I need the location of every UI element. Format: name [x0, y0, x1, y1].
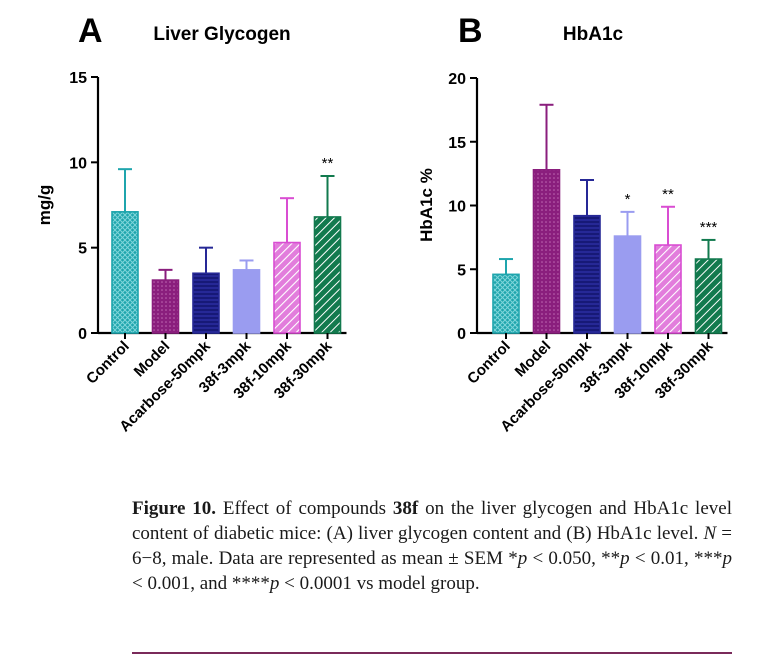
y-tick-label: 15 — [69, 70, 87, 87]
bar-control — [492, 273, 520, 334]
bar-acarbose-50mpk — [573, 214, 601, 334]
caption-p2: p — [620, 548, 630, 569]
y-tick-label: 20 — [448, 71, 466, 88]
caption-compound: 38f — [392, 498, 419, 519]
bar-38f-30mpk — [694, 258, 723, 334]
y-tick-label: 10 — [448, 199, 466, 216]
panel-b-title: HbA1c — [563, 24, 624, 45]
panel-a-plot: 051015ControlModelAcarbose-50mpk38f-3mpk… — [69, 70, 347, 435]
significance-label: *** — [700, 219, 718, 236]
significance-label: * — [625, 191, 631, 208]
caption-p4: p — [269, 573, 280, 594]
panel-a-letter: A — [78, 12, 103, 50]
panel-a: A Liver Glycogen mg/g 051015ControlModel… — [35, 12, 347, 435]
caption-t4: < 0.0001 vs model group. — [279, 573, 480, 594]
figure-caption: Figure 10. Effect of compounds 38f on th… — [132, 496, 732, 596]
bar-38f-3mpk — [232, 269, 261, 334]
caption-p1: p — [517, 548, 528, 569]
figure-charts: A Liver Glycogen mg/g 051015ControlModel… — [35, 12, 728, 435]
caption-t3: < 0.001, and **** — [132, 573, 270, 594]
y-tick-label: 10 — [69, 155, 87, 172]
caption-text-2: on the liver glycogen and HbA1c level co… — [132, 498, 732, 544]
caption-text-1: Effect of compounds — [216, 498, 393, 519]
panel-b: B HbA1c HbA1c % 05101520ControlModelAcar… — [417, 12, 728, 435]
caption-n-label: N — [703, 523, 717, 544]
bar-model — [532, 169, 561, 334]
y-tick-label: 0 — [457, 326, 466, 343]
caption-n-text: = 6−8, male. Data are represented as mea… — [132, 523, 732, 569]
bar-38f-30mpk — [313, 216, 342, 334]
panel-a-title: Liver Glycogen — [153, 24, 290, 45]
caption-rule — [132, 652, 732, 654]
caption-t2: < 0.01, *** — [629, 548, 723, 569]
panel-b-plot: 05101520ControlModelAcarbose-50mpk38f-3m… — [448, 71, 728, 435]
panel-b-letter: B — [458, 12, 483, 50]
bar-38f-3mpk — [613, 235, 642, 334]
caption-label: Figure 10. — [132, 498, 217, 519]
y-tick-label: 5 — [457, 262, 466, 279]
bar-38f-10mpk — [654, 244, 682, 334]
panel-a-ylabel: mg/g — [35, 185, 54, 226]
caption-p3: p — [722, 548, 733, 569]
bar-acarbose-50mpk — [192, 272, 220, 334]
bar-model — [151, 279, 180, 334]
x-tick-label: Control — [464, 338, 514, 388]
y-tick-label: 15 — [448, 135, 466, 152]
y-tick-label: 5 — [78, 241, 87, 258]
y-tick-label: 0 — [78, 326, 87, 343]
significance-label: ** — [662, 186, 674, 203]
caption-t1: < 0.050, ** — [527, 548, 621, 569]
significance-label: ** — [322, 155, 334, 172]
bar-38f-10mpk — [273, 241, 301, 334]
x-tick-label: Control — [83, 338, 133, 388]
panel-b-ylabel: HbA1c % — [417, 168, 436, 242]
bar-control — [111, 211, 139, 334]
